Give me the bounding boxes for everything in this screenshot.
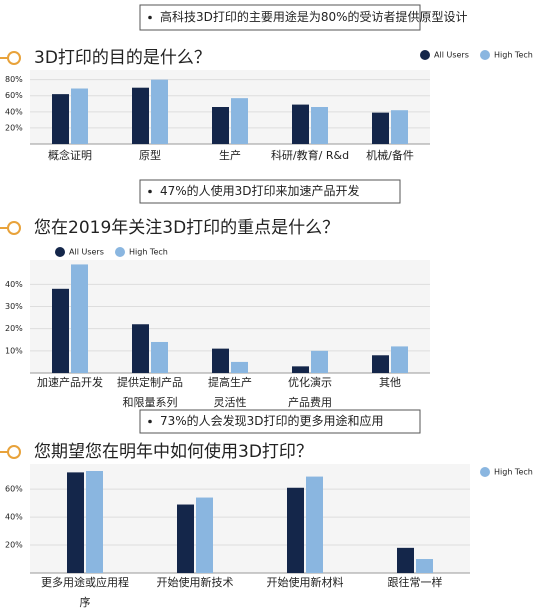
annotation-bullet — [148, 15, 152, 20]
legend-swatch — [115, 247, 125, 257]
x-tick-label: 机械/备件 — [366, 149, 414, 162]
bar — [177, 504, 194, 573]
plot-area — [30, 70, 430, 144]
legend-swatch — [480, 50, 490, 60]
bar — [292, 366, 309, 373]
bar — [311, 350, 328, 373]
bar — [231, 98, 248, 144]
bar — [397, 547, 414, 573]
legend-label: High Tech — [129, 248, 168, 257]
chart-title: 您在2019年关注3D打印的重点是什么？ — [34, 218, 339, 238]
legend-label: High Tech — [494, 468, 533, 477]
bar — [212, 348, 229, 373]
plot-area — [30, 464, 470, 573]
bar — [151, 79, 168, 144]
annotation: 47%的人使用3D打印来加速产品开发 — [160, 183, 360, 198]
x-tick-label: 提高生产 灵活性 — [208, 376, 252, 409]
bar — [416, 559, 433, 573]
bar — [71, 88, 88, 144]
x-tick-label: 科研/教育/ R&d — [270, 149, 350, 162]
bar — [86, 470, 103, 573]
y-tick-label: 40% — [5, 107, 23, 116]
chart-title: 3D打印的目的是什么？ — [34, 48, 211, 68]
annotation: 73%的人会发现3D打印的更多用途和应用 — [160, 413, 384, 428]
bar — [372, 355, 389, 373]
y-tick-label: 60% — [5, 485, 23, 494]
x-tick-label: 优化演示 产品费用 — [288, 376, 332, 409]
bar — [52, 288, 69, 373]
y-tick-label: 20% — [5, 541, 23, 550]
annotation-bullet — [148, 189, 152, 194]
bar — [391, 346, 408, 373]
x-tick-label: 开始使用新技术 — [156, 576, 234, 589]
y-tick-label: 20% — [5, 123, 23, 132]
legend-label: All Users — [69, 248, 104, 257]
annotation-box — [139, 179, 401, 204]
bar — [132, 324, 149, 373]
legend-swatch — [420, 50, 430, 60]
chart: 高科技3D打印的主要用途是为80%的受访者提供原型设计 3D打印的目的是什么？ Al… — [0, 4, 533, 574]
x-tick-label: 概念证明 — [48, 149, 92, 162]
bar — [372, 112, 389, 144]
x-tick-label: 其他 — [379, 376, 401, 389]
bar — [212, 107, 229, 144]
bar — [391, 110, 408, 144]
legend-swatch — [55, 247, 65, 257]
bar — [71, 264, 88, 373]
x-tick-label: 更多用途或应用程序 — [41, 576, 129, 609]
legend-swatch — [480, 467, 490, 477]
x-tick-label: 生产 — [219, 149, 241, 162]
x-tick-label: 加速产品开发 — [37, 376, 103, 389]
bar — [311, 107, 328, 144]
annotation-box — [139, 4, 421, 31]
bar — [306, 476, 323, 573]
plot-area — [30, 260, 430, 373]
x-tick-label: 开始使用新材料 — [266, 576, 344, 589]
annotation-bullet — [148, 419, 152, 424]
bar — [132, 87, 149, 144]
annotation: 高科技3D打印的主要用途是为80%的受访者提供原型设计 — [160, 9, 468, 24]
title-ring — [7, 51, 21, 65]
x-tick-label: 提供定制产品 和限量系列 — [117, 376, 183, 409]
bar — [287, 487, 304, 573]
bar — [292, 104, 309, 144]
title-ring — [7, 221, 21, 235]
bar — [196, 497, 213, 573]
x-tick-label: 跟往常一样 — [387, 576, 443, 589]
legend-label: High Tech — [494, 51, 533, 60]
legend-label: All Users — [434, 51, 469, 60]
y-tick-label: 60% — [5, 91, 23, 100]
y-tick-label: 10% — [5, 346, 23, 355]
y-tick-label: 40% — [5, 280, 23, 289]
infographic: 高科技3D打印的主要用途是为80%的受访者提供原型设计 3D打印的目的是什么？ Al… — [0, 4, 533, 609]
bar — [231, 361, 248, 373]
x-tick-label: 原型 — [139, 149, 161, 162]
y-tick-label: 20% — [5, 324, 23, 333]
y-tick-label: 40% — [5, 513, 23, 522]
chart-title: 您期望您在明年中如何使用3D打印？ — [34, 441, 313, 462]
bar — [52, 94, 69, 144]
bar — [151, 341, 168, 373]
bar — [67, 472, 84, 573]
title-ring — [7, 445, 21, 459]
y-tick-label: 30% — [5, 302, 23, 311]
annotation-box — [139, 409, 421, 434]
y-tick-label: 80% — [5, 75, 23, 84]
